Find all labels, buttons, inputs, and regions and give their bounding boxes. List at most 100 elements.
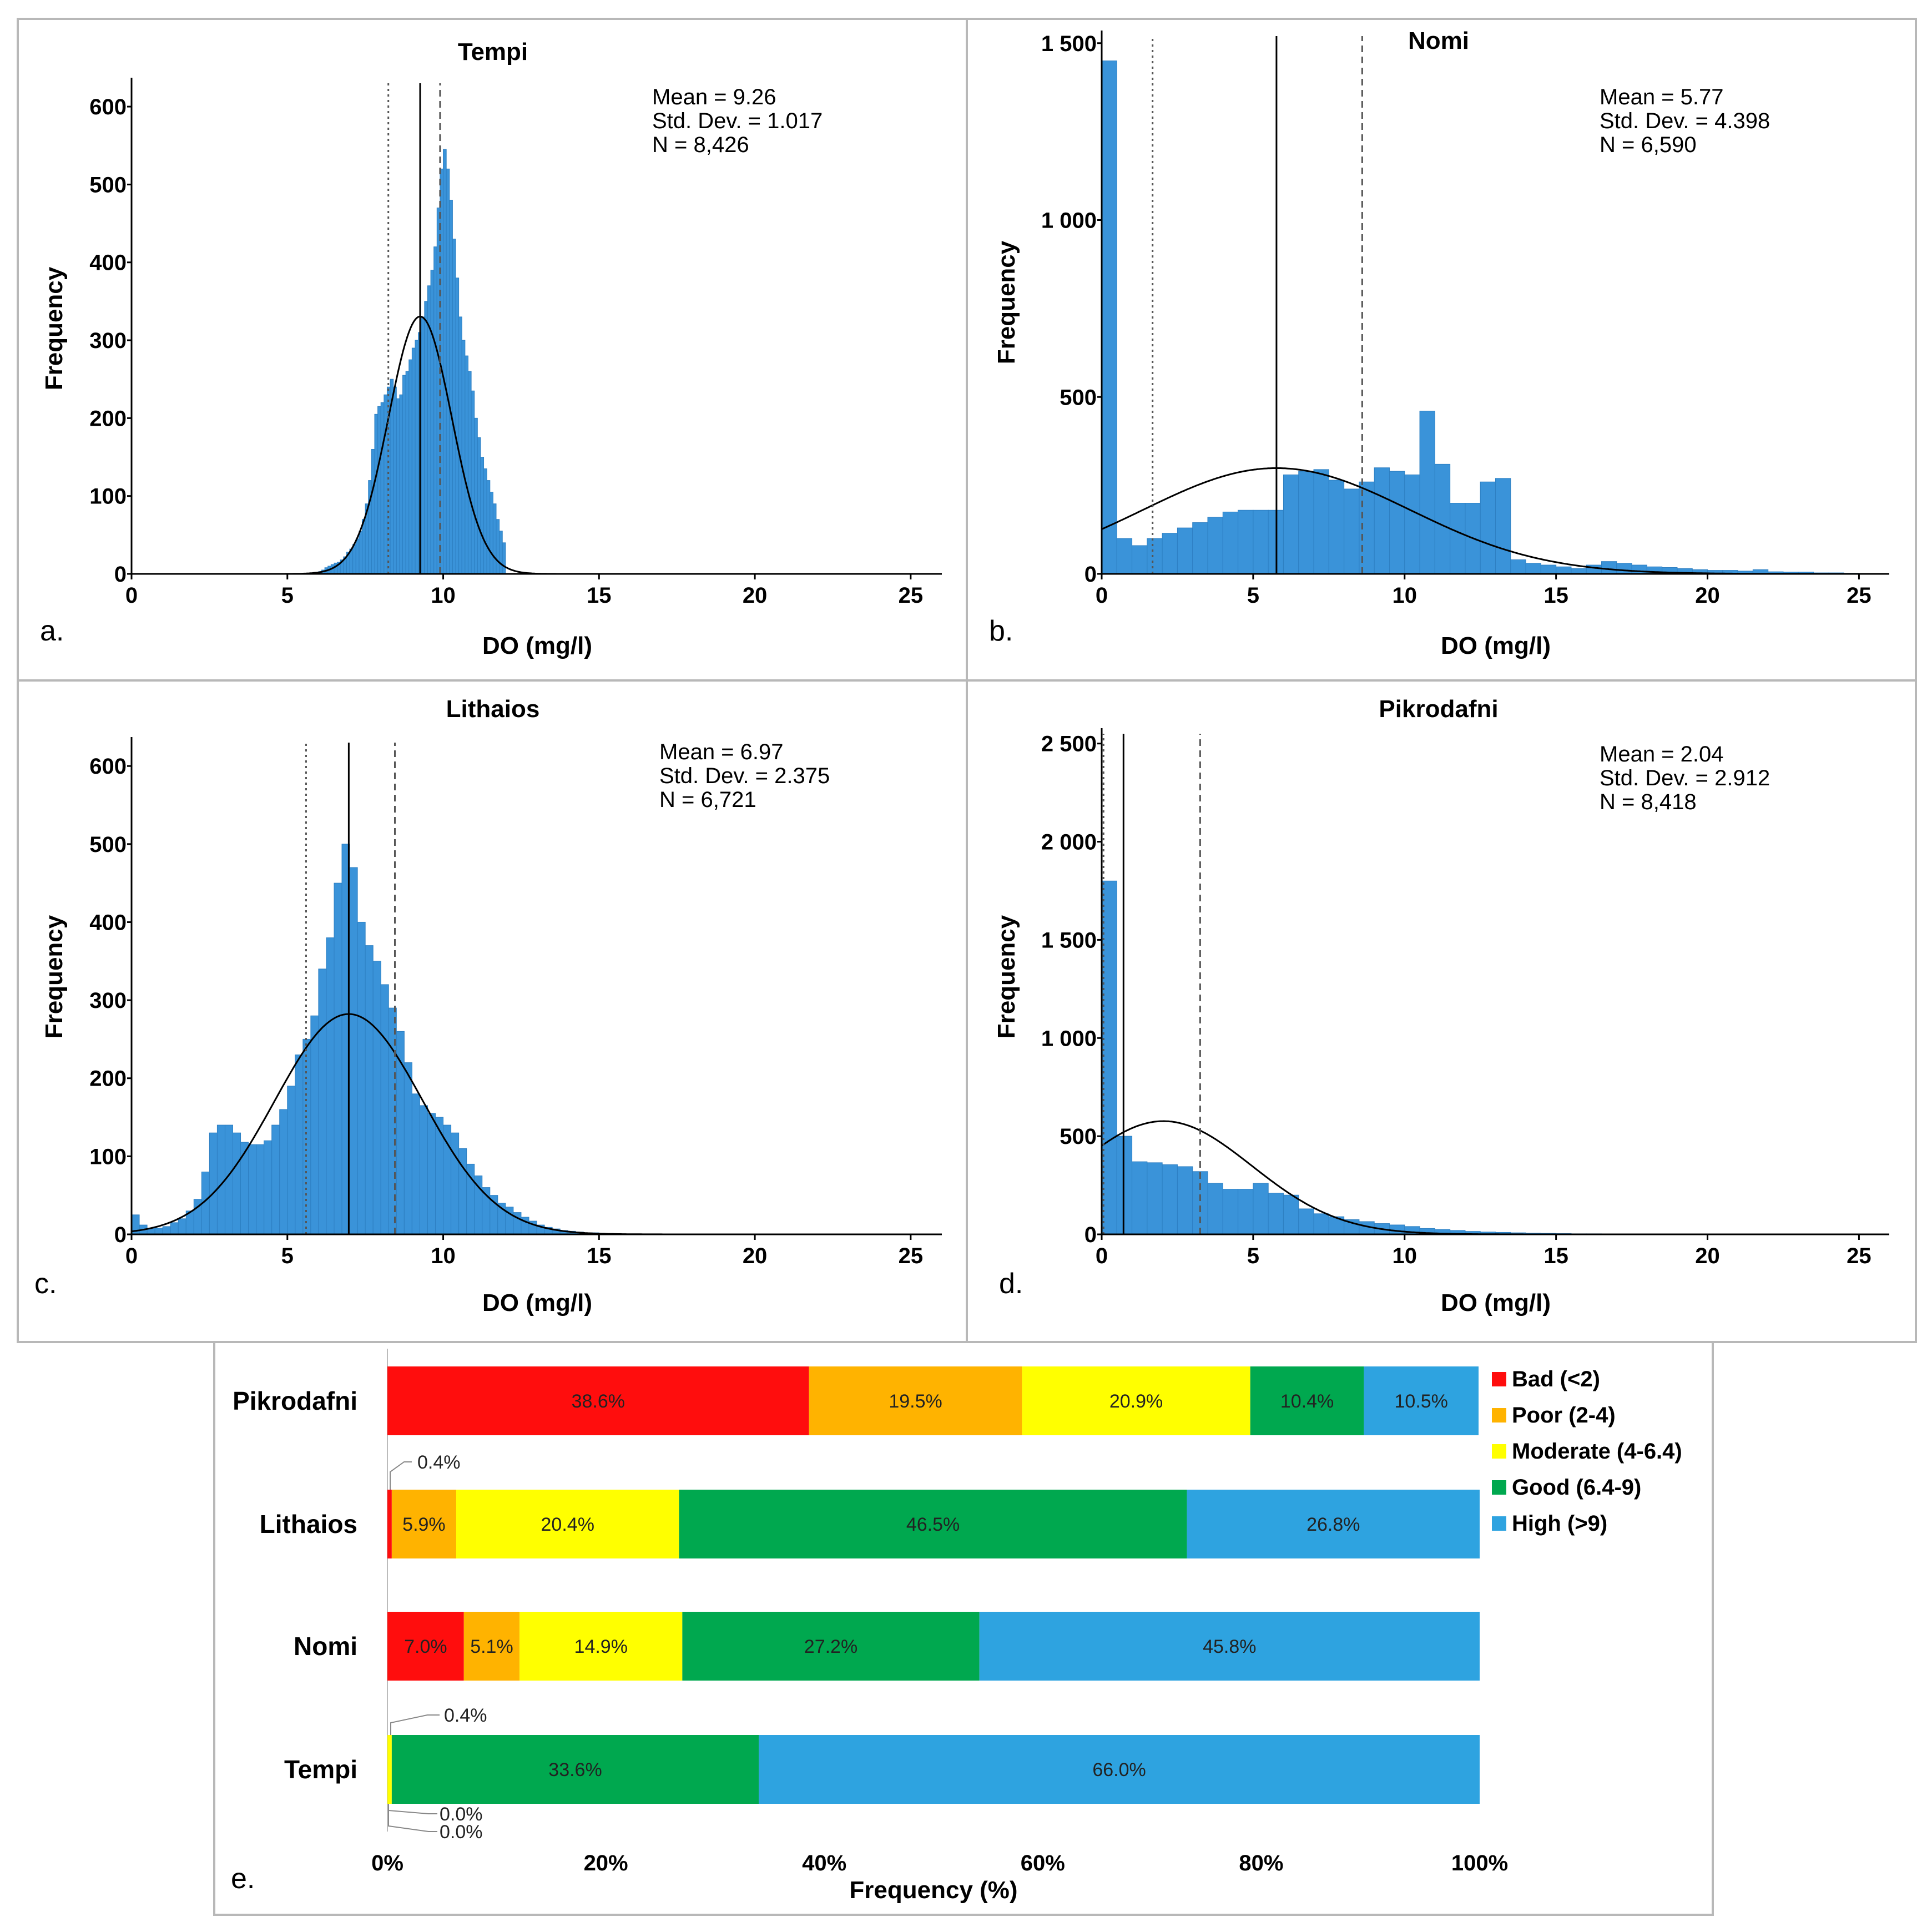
histogram-bar <box>492 503 497 574</box>
histogram-bar <box>334 882 342 1235</box>
x-tick-label: 10 <box>431 1244 456 1268</box>
legend-label: Moderate (4-6.4) <box>1512 1439 1682 1464</box>
histogram-bar <box>1480 481 1496 574</box>
stat-line: Mean = 6.97 <box>659 740 784 764</box>
histogram-bar <box>374 413 379 574</box>
x-tick-label: 20 <box>1695 583 1720 608</box>
annotation-leader <box>390 1461 412 1490</box>
histogram-bar <box>264 1140 273 1235</box>
segment-label: 20.9% <box>1109 1391 1163 1412</box>
category-label: Pikrodafni <box>233 1386 357 1415</box>
x-tick-label: 5 <box>1247 583 1259 608</box>
x-tick-label: 25 <box>1847 1244 1871 1268</box>
histogram-bar <box>1192 522 1208 574</box>
histogram-bar <box>380 984 389 1235</box>
histogram-bar <box>371 448 375 574</box>
segment-label: 33.6% <box>548 1759 602 1780</box>
stat-line: Std. Dev. = 4.398 <box>1600 109 1770 133</box>
y-tick-label: 600 <box>89 754 127 779</box>
segment-label: 66.0% <box>1092 1759 1146 1780</box>
histogram-bar <box>248 1144 257 1235</box>
histogram-bar <box>1631 564 1647 574</box>
histogram-bar <box>430 270 435 574</box>
x-tick-label: 0 <box>1096 583 1108 608</box>
histogram-bar <box>1222 511 1239 574</box>
x-tick-label: 0 <box>1096 1244 1108 1268</box>
segment-label: 46.5% <box>906 1514 960 1535</box>
x-tick-label: 100% <box>1451 1851 1508 1875</box>
segment-label: 26.8% <box>1306 1514 1360 1535</box>
segment-label: 5.1% <box>470 1636 513 1657</box>
annotation-label: 0.0% <box>440 1822 483 1843</box>
histogram-bar <box>1101 60 1117 574</box>
stat-line: Std. Dev. = 2.375 <box>659 764 830 788</box>
histogram-bar <box>1313 469 1329 574</box>
annotation-label: 0.0% <box>440 1804 483 1825</box>
x-tick-label: 25 <box>899 1244 924 1268</box>
segment-label: 7.0% <box>404 1636 447 1657</box>
x-axis-title: Frequency (%) <box>849 1876 1017 1904</box>
stat-line: Mean = 9.26 <box>652 85 776 109</box>
stat-line: N = 6,590 <box>1600 133 1697 157</box>
histogram-bar <box>427 1113 436 1235</box>
annotation-leader <box>390 1714 440 1735</box>
segment-label: 5.9% <box>402 1514 446 1535</box>
y-tick-label: 600 <box>89 95 127 119</box>
histogram-bar <box>271 1124 280 1235</box>
histogram-bar <box>1328 480 1345 574</box>
histogram-bar <box>154 1228 163 1235</box>
histogram-bar <box>1525 563 1541 574</box>
y-tick-label: 200 <box>89 1067 127 1091</box>
legend-swatch <box>1492 1444 1506 1459</box>
histogram-bar <box>411 347 416 574</box>
stacked-segment <box>391 1735 759 1804</box>
histogram-bar <box>1419 411 1435 574</box>
histogram-bar <box>1192 1171 1208 1235</box>
stacked-segment <box>1250 1366 1364 1435</box>
histogram-bar <box>1222 1189 1239 1235</box>
histogram-bar <box>499 531 503 574</box>
histogram-nomi: Nomi 0 5 10 15 20 25 0 500 1 000 1 500 DO (mg/l) Fre… <box>993 27 1889 659</box>
histogram-bar <box>1450 503 1466 574</box>
segment-label: 10.4% <box>1280 1391 1334 1412</box>
panel-letter-b: b. <box>989 615 1013 647</box>
histogram-bar <box>384 394 387 574</box>
histogram-bar <box>421 316 425 574</box>
y-tick-label: 0 <box>1084 562 1097 587</box>
histogram-bar <box>1147 1162 1163 1235</box>
stacked-segment <box>682 1612 980 1681</box>
y-tick-label: 300 <box>89 988 127 1013</box>
stacked-segment <box>1022 1366 1250 1435</box>
histogram-lithaios: Lithaios 0 5 10 15 20 25 0 100 200 300 400 500 600 DO … <box>41 695 942 1316</box>
legend-swatch <box>1492 1372 1506 1386</box>
segment-label: 38.6% <box>572 1391 625 1412</box>
segment-label: 10.5% <box>1395 1391 1448 1412</box>
x-tick-label: 25 <box>1847 583 1871 608</box>
histogram-bar <box>483 468 487 574</box>
category-label: Tempi <box>284 1755 357 1784</box>
histogram-bar <box>310 1015 319 1235</box>
x-tick-label: 0 <box>125 583 138 608</box>
histogram-bar <box>1434 463 1451 574</box>
histogram-bar <box>461 340 466 574</box>
histogram-bar <box>458 316 462 574</box>
chart-title: Lithaios <box>446 695 540 723</box>
histogram-bar <box>1389 471 1405 574</box>
histogram-bar <box>256 1144 265 1235</box>
x-axis-title: DO (mg/l) <box>482 1289 592 1316</box>
stacked-segment <box>456 1490 679 1558</box>
histogram-tempi: Tempi 0 5 10 15 20 25 0 100 200 300 400 500 600 DO (mg… <box>41 38 942 659</box>
stacked-segment <box>809 1366 1022 1435</box>
histogram-bar <box>287 1086 296 1235</box>
histogram-bar <box>480 457 485 574</box>
stat-line: Mean = 2.04 <box>1600 742 1724 766</box>
histogram-bar <box>1177 527 1193 574</box>
y-axis-title: Frequency <box>41 915 68 1038</box>
histogram-bar <box>411 1093 420 1235</box>
histogram-bar <box>1177 1166 1193 1235</box>
panel-letter-d: d. <box>999 1268 1023 1300</box>
histogram-bar <box>1601 561 1617 574</box>
histogram-bar <box>1253 1183 1269 1235</box>
segment-label: 27.2% <box>804 1636 857 1657</box>
panel-letter-e: e. <box>231 1863 255 1895</box>
